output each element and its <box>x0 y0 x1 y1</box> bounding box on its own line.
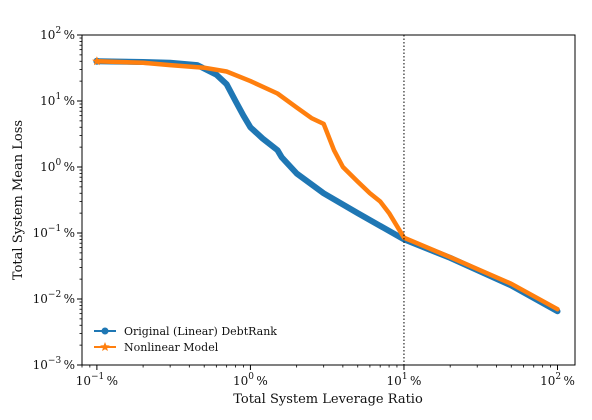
legend-label: Nonlinear Model <box>124 341 219 354</box>
series-marker <box>92 56 102 66</box>
x-tick-label: 102 % <box>540 372 575 388</box>
y-axis-label: Total System Mean Loss <box>11 120 26 280</box>
axes: 10−1 % 100 % 101 % 102 % 10−3 % 10−2 % 10−1 % 1… <box>33 26 576 388</box>
series-line-2 <box>94 59 560 312</box>
legend-label: Original (Linear) DebtRank <box>124 325 277 338</box>
y-tick-label: 102 % <box>40 26 75 42</box>
legend: Original (Linear) DebtRank Nonlinear Mode… <box>94 325 277 354</box>
y-tick-label: 10−3 % <box>33 356 75 372</box>
plot-frame <box>81 34 576 366</box>
x-axis-label: Total System Leverage Ratio <box>233 392 423 407</box>
plot-area <box>92 56 561 315</box>
legend-marker <box>100 342 110 351</box>
x-tick-label: 10−1 % <box>76 372 118 388</box>
x-tick-label: 101 % <box>387 372 422 388</box>
y-tick-label: 10−2 % <box>33 290 75 306</box>
x-tick-label: 100 % <box>233 372 268 388</box>
y-tick-label: 10−1 % <box>33 224 75 240</box>
y-tick-label: 100 % <box>40 158 75 174</box>
legend-marker <box>101 327 109 335</box>
y-tick-label: 101 % <box>40 92 75 108</box>
